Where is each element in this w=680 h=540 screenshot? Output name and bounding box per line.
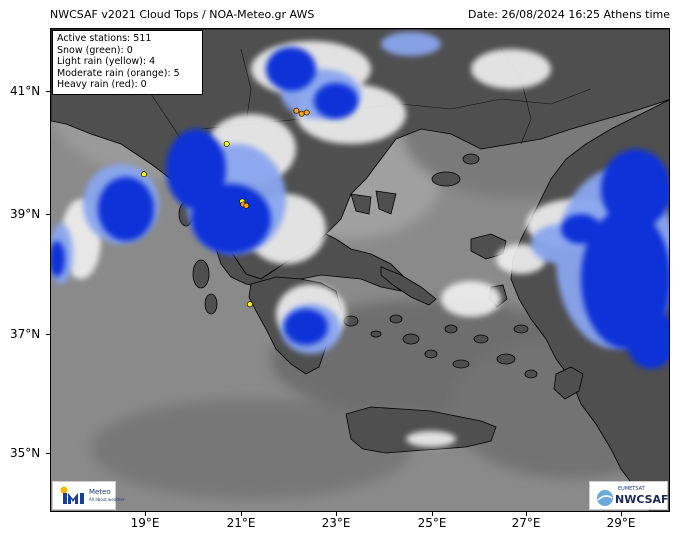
legend-moderate-rain: Moderate rain (orange): 5 (57, 67, 180, 79)
lat-tick-41: 41°N (10, 84, 41, 98)
meteo-logo: Meteo All about weather (52, 481, 124, 510)
lat-tick-39: 39°N (10, 207, 41, 221)
legend-light-rain: Light rain (yellow): 4 (57, 56, 156, 67)
station-marker-8 (243, 202, 250, 209)
lon-tick-23: 23°E (321, 516, 351, 530)
nwcsaf-globe-icon (597, 490, 613, 506)
map-date: Date: 26/08/2024 16:25 Athens time (467, 8, 670, 21)
station-marker-6 (298, 110, 305, 117)
deep-blue-cloud-layer (51, 47, 669, 369)
lon-tick-19: 19°E (130, 516, 160, 530)
station-markers (141, 107, 310, 308)
station-marker-5 (303, 109, 310, 116)
lon-tickmark-27 (526, 512, 527, 516)
lon-tick-29: 29°E (606, 516, 636, 530)
meteo-logo-text: Meteo (89, 488, 111, 496)
station-marker-0 (141, 171, 147, 178)
lat-tickmark-39 (46, 214, 50, 215)
station-marker-4 (293, 107, 300, 114)
meteo-logo-mark (60, 486, 84, 504)
lon-tickmark-23 (336, 512, 337, 516)
cloud-top-map (51, 29, 669, 511)
station-marker-2 (246, 301, 253, 308)
map-panel[interactable] (50, 28, 670, 512)
lat-tickmark-35 (46, 453, 50, 454)
lat-tickmark-37 (46, 334, 50, 335)
legend-active-stations: Active stations: 511 (57, 33, 152, 44)
lat-tick-37: 37°N (10, 327, 41, 341)
lon-tickmark-19 (145, 512, 146, 516)
nwcsaf-label: NWCSAF (615, 493, 669, 506)
legend-snow: Snow (green): 0 (57, 44, 133, 56)
nwcsaf-logo: EUMETSAT NWCSAF (589, 481, 669, 510)
station-marker-1 (223, 141, 230, 147)
lon-tickmark-21 (241, 512, 242, 516)
map-title: NWCSAF v2021 Cloud Tops / NOA-Meteo.gr A… (50, 8, 315, 21)
eumetsat-label: EUMETSAT (618, 486, 645, 492)
lon-tick-21: 21°E (226, 516, 256, 530)
lon-tickmark-29 (621, 512, 622, 516)
meteo-logo-subtext: All about weather (89, 497, 125, 502)
lon-tick-25: 25°E (417, 516, 447, 530)
lat-tickmark-41 (46, 91, 50, 92)
station-legend: Active stations: 511 Snow (green): 0 Lig… (52, 30, 203, 95)
legend-heavy-rain: Heavy rain (red): 0 (57, 79, 147, 90)
lon-tickmark-25 (432, 512, 433, 516)
lon-tick-27: 27°E (511, 516, 541, 530)
lat-tick-35: 35°N (10, 446, 41, 460)
